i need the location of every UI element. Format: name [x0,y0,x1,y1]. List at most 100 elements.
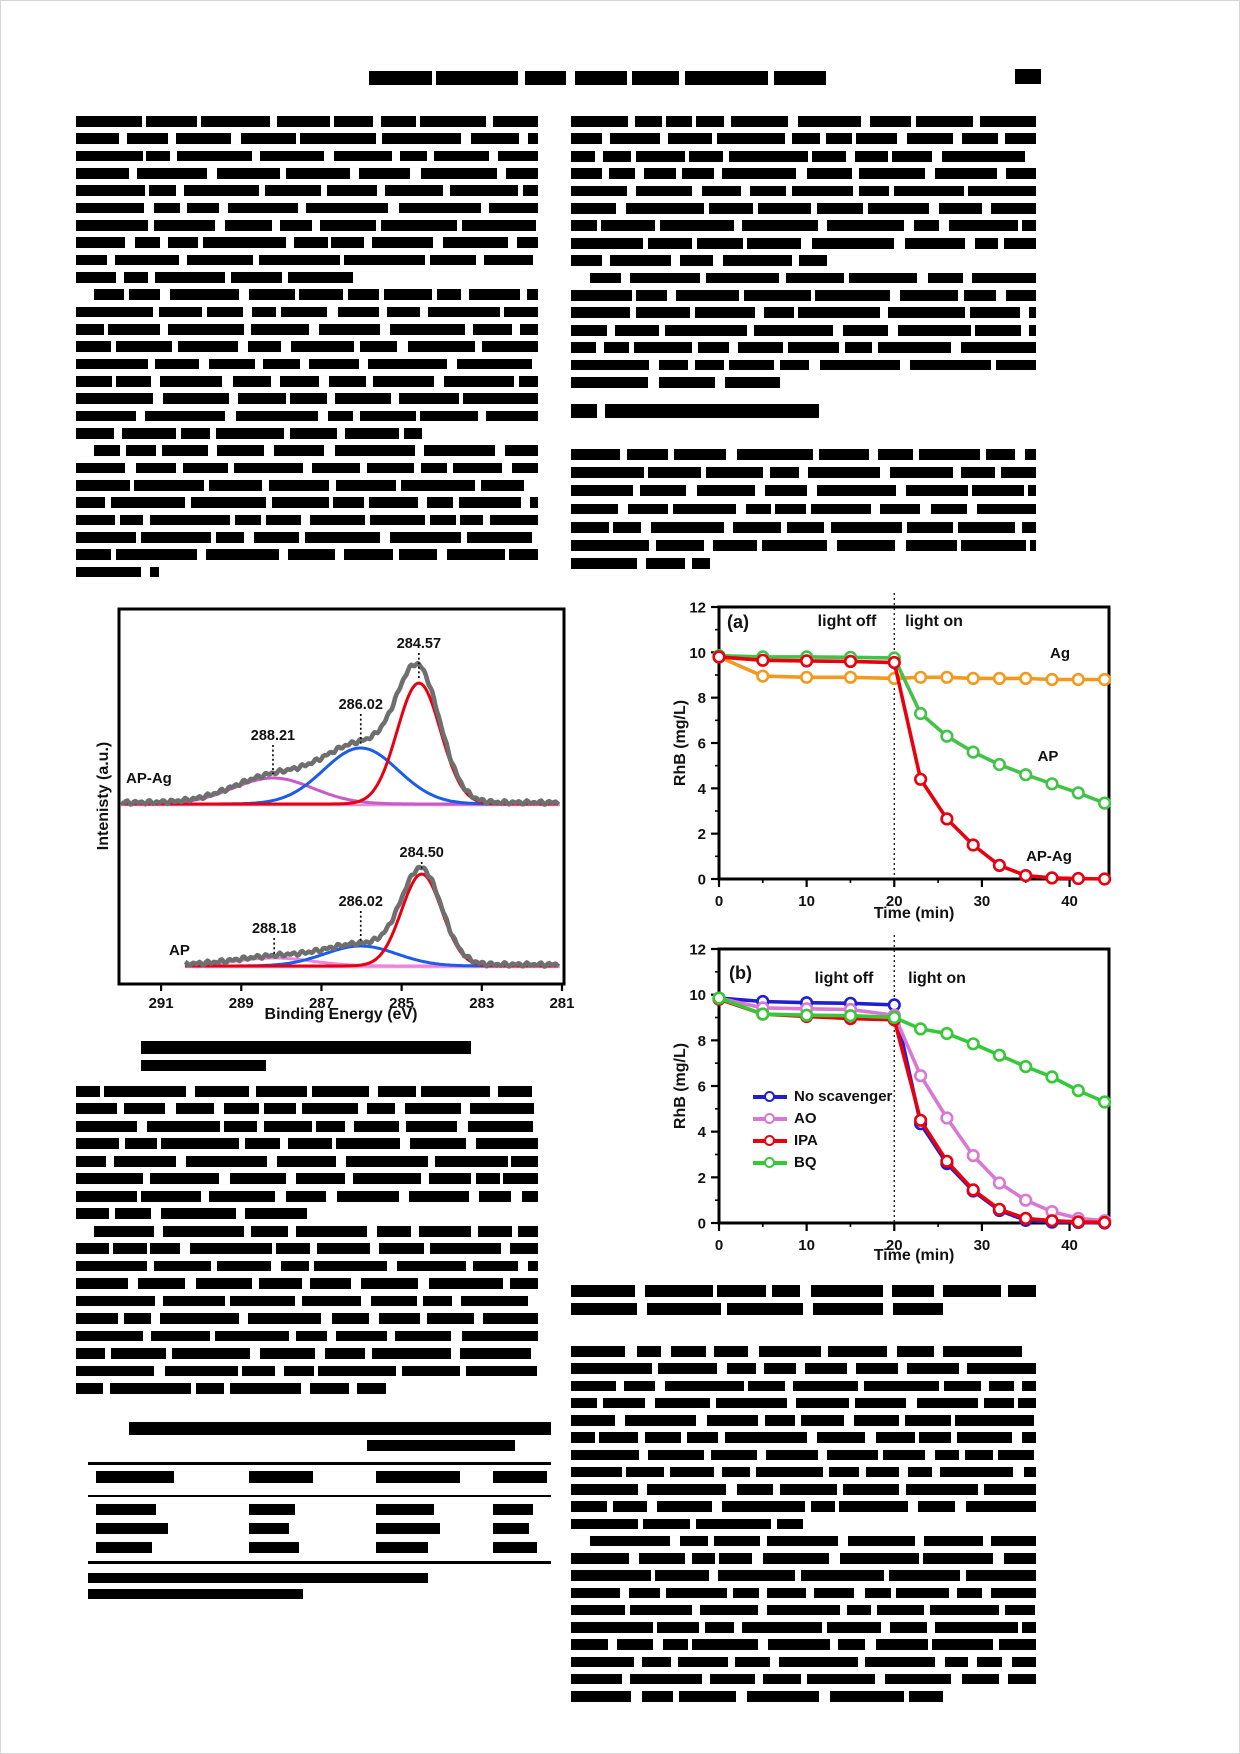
data-marker [1019,868,1033,883]
data-marker [913,772,928,786]
y-tick-label: 2 [698,826,706,843]
data-marker [966,1148,980,1163]
series-label-ap: AP [1037,748,1059,765]
peak-annotation: 286.02 [339,697,383,713]
data-marker [756,669,770,683]
panel-a-light-on-label: light on [905,613,963,630]
legend-label: No scavenger [794,1088,893,1105]
peak-annotation: 288.18 [252,921,296,937]
data-marker [1097,872,1112,886]
panel-b-y-axis-label: RhB (mg/L) [672,1042,689,1130]
redacted-figure-caption [141,1041,471,1054]
y-tick-label: 6 [698,1079,706,1096]
data-marker [756,1007,770,1021]
running-head-redacted [369,71,833,85]
x-tick-label: 40 [1061,893,1078,910]
redacted-table-caption [129,1422,551,1435]
x-tick-label: 283 [469,995,494,1012]
legend-entry-ao: AO [753,1110,817,1127]
series-line [718,997,1105,1225]
y-tick-label: 12 [689,600,706,617]
data-marker [843,654,858,669]
series-label-ag: Ag [1050,645,1070,662]
data-marker [940,729,954,743]
data-marker [1045,777,1059,791]
peak-annotation: 288.21 [251,728,295,744]
legend-swatch [753,1157,787,1169]
data-marker [1019,768,1033,782]
x-tick-label: 30 [974,1237,991,1254]
raw-envelope [183,864,561,969]
figure-xps-c1s: 288.21 286.02 284.57 288.18 286.02 284.50 291 2… [117,607,575,1012]
legend-swatch [753,1135,787,1147]
legend-swatch [753,1091,787,1103]
data-marker [992,671,1007,686]
data-marker [992,858,1007,873]
xps-spectrum-label-apag: AP-Ag [126,770,172,787]
data-marker [843,1009,858,1023]
legend-entry-no-scavenger: No scavenger [753,1088,893,1105]
figure-scavenger-panel-b: 0 2 4 6 8 10 12 0 10 20 30 40 [689,935,1112,1254]
data-marker [1071,871,1085,886]
redacted-paragraph [76,116,538,578]
y-tick-label: 8 [698,690,706,707]
legend-entry-ipa: IPA [753,1132,818,1149]
y-tick-label: 0 [698,1216,706,1233]
data-marker [1019,1193,1033,1207]
x-tick-label: 289 [229,995,254,1012]
y-tick-label: 12 [689,942,706,959]
data-marker [1097,1095,1112,1109]
data-marker [843,670,858,684]
data-marker [966,1183,980,1197]
data-marker [1071,1215,1085,1229]
legend-swatch [753,1113,787,1125]
data-marker [1045,1070,1059,1084]
y-tick-label: 6 [698,736,706,753]
series-line [718,996,1105,1223]
peak-annotation: 284.50 [400,845,444,861]
page-number-redacted [1015,69,1041,84]
data-marker [913,706,928,721]
data-marker [940,670,954,684]
data-marker [940,1026,954,1041]
x-tick-label: 0 [715,1237,723,1254]
data-marker [756,653,770,667]
data-marker [799,1008,814,1022]
data-marker [887,1010,901,1025]
x-tick-label: 30 [974,893,991,910]
data-marker [913,1113,928,1127]
redacted-figure-caption [571,1285,1036,1315]
data-marker [1071,1083,1085,1098]
data-marker [887,655,901,670]
data-marker [966,671,980,686]
y-tick-label: 4 [698,781,707,798]
data-marker [992,1048,1007,1062]
xps-y-axis-label: Intenisty (a.u.) [95,741,112,851]
data-marker [1097,672,1112,687]
legend-label: BQ [794,1154,817,1171]
redacted-paragraph [571,116,1036,388]
fit-component [121,746,558,806]
redacted-paragraph [76,1086,538,1394]
data-marker [992,1176,1007,1190]
redacted-paragraph [571,449,1036,569]
data-marker [913,670,928,684]
data-marker [1097,796,1112,810]
redacted-figure-caption [141,1060,266,1071]
panel-a-label: (a) [727,612,749,632]
series-line [718,996,1105,1225]
xps-spectrum-label-ap: AP [169,942,190,959]
panel-a-light-off-label: light off [817,613,877,630]
series-line [718,655,1105,881]
redacted-paragraph [571,1346,1036,1702]
y-tick-label: 8 [698,1033,706,1050]
x-tick-label: 10 [798,1237,815,1254]
data-marker [1019,1059,1033,1074]
data-marker [1071,672,1085,687]
data-marker [940,1154,954,1168]
data-marker [966,838,980,852]
data-marker [913,1022,928,1036]
x-tick-label: 40 [1061,1237,1078,1254]
data-marker [940,1111,954,1125]
x-tick-label: 285 [389,995,414,1012]
